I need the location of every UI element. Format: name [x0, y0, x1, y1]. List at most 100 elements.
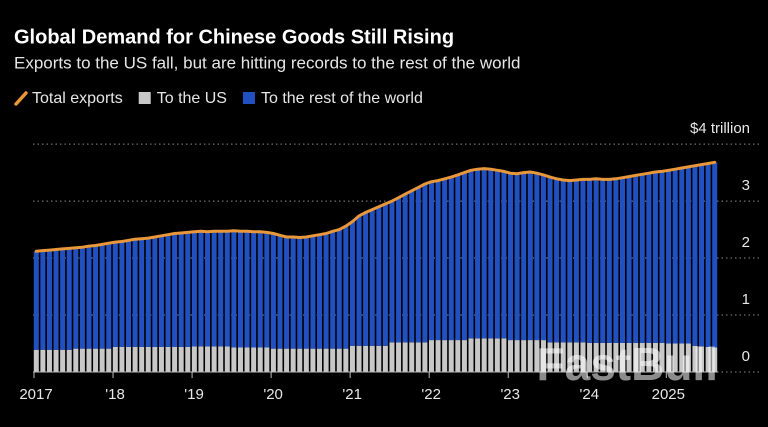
legend-swatch: [14, 91, 28, 106]
bar: [363, 345, 369, 372]
bar: [224, 231, 230, 347]
bar: [646, 173, 652, 343]
bar: [633, 342, 639, 372]
bar: [53, 349, 59, 372]
bar: [66, 248, 72, 350]
bar: [672, 169, 678, 344]
bar: [712, 347, 718, 372]
bar: [442, 340, 448, 372]
legend-label: To the rest of the world: [261, 90, 423, 107]
bar: [290, 348, 296, 372]
bar: [349, 345, 355, 372]
bar: [402, 342, 408, 372]
bar: [211, 346, 217, 372]
bar: [277, 235, 283, 349]
bar: [613, 178, 619, 343]
bar: [547, 177, 553, 343]
bar: [646, 342, 652, 372]
bar: [369, 345, 375, 372]
x-tick-label: '20: [263, 386, 283, 403]
bar: [666, 343, 672, 372]
bar: [119, 241, 125, 347]
bar: [264, 347, 270, 372]
bar: [442, 178, 448, 341]
bar: [231, 347, 237, 372]
bar: [547, 342, 553, 372]
bar: [699, 164, 705, 347]
bar: [461, 172, 467, 341]
y-tick-label: 1: [742, 291, 750, 308]
bar: [679, 343, 685, 372]
bar: [619, 342, 625, 372]
x-tick-label: '19: [184, 386, 204, 403]
bar: [521, 172, 527, 341]
bar: [580, 342, 586, 372]
bar: [119, 346, 125, 372]
bar: [705, 163, 711, 347]
bar: [46, 349, 52, 372]
bar: [132, 239, 138, 347]
bar: [343, 348, 349, 372]
bar: [705, 346, 711, 372]
bar: [33, 251, 39, 350]
bar: [685, 343, 691, 372]
bar: [317, 234, 323, 349]
bar: [376, 206, 382, 346]
legend-label: Total exports: [32, 90, 123, 107]
bar: [481, 338, 487, 372]
bar: [514, 173, 520, 341]
bar: [409, 190, 415, 343]
bar: [567, 180, 573, 343]
bar: [389, 201, 395, 343]
bar: [33, 349, 39, 372]
x-tick-label: '23: [500, 386, 520, 403]
bar: [343, 226, 349, 349]
bar: [402, 194, 408, 343]
bar: [218, 346, 224, 372]
bar: [619, 177, 625, 343]
bar: [152, 236, 158, 347]
bar: [540, 174, 546, 341]
bar: [106, 243, 112, 349]
bar: [600, 342, 606, 372]
bar: [284, 348, 290, 372]
bar: [639, 174, 645, 343]
bar: [685, 166, 691, 344]
bar: [422, 183, 428, 343]
bar: [540, 340, 546, 372]
bar: [330, 348, 336, 372]
bar: [66, 349, 72, 372]
bar: [468, 170, 474, 339]
chart-title: Global Demand for Chinese Goods Still Ri…: [14, 26, 454, 48]
bar: [501, 171, 507, 339]
y-tick-label: 3: [742, 177, 750, 194]
bar: [626, 176, 632, 343]
bar: [79, 247, 85, 349]
bar: [554, 342, 560, 372]
bar: [205, 231, 211, 347]
bar: [573, 179, 579, 343]
bar: [554, 178, 560, 343]
bar: [158, 235, 164, 347]
bar: [587, 342, 593, 372]
bar: [448, 340, 454, 372]
bar: [86, 348, 92, 372]
bar: [659, 171, 665, 343]
bar: [211, 231, 217, 347]
bar: [712, 162, 718, 348]
bar: [435, 180, 441, 341]
bar: [106, 348, 112, 372]
bar: [606, 179, 612, 343]
bar: [461, 340, 467, 372]
y-tick-label: 0: [742, 348, 750, 365]
y-tick-label: 2: [742, 234, 750, 251]
x-tick-label: 2025: [652, 386, 685, 403]
bar: [652, 342, 658, 372]
x-tick-label: '24: [579, 386, 599, 403]
bar: [501, 338, 507, 372]
bar: [126, 240, 132, 347]
bar: [455, 174, 461, 341]
bar: [699, 346, 705, 372]
total-line: [34, 160, 717, 253]
